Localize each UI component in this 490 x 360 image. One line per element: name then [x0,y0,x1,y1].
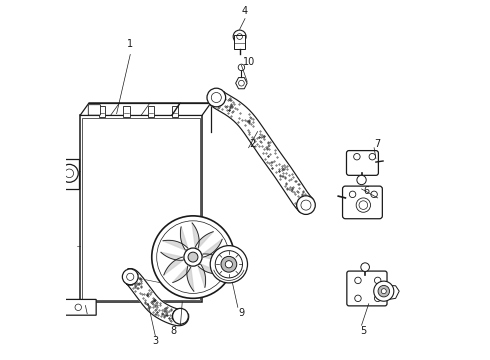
Polygon shape [172,266,194,291]
Circle shape [374,295,381,302]
Text: 2: 2 [249,139,255,149]
Text: 5: 5 [360,325,367,336]
Text: 3: 3 [152,336,158,346]
Bar [80,116,202,302]
Circle shape [172,309,188,324]
Text: 7: 7 [374,139,381,149]
Polygon shape [385,285,399,300]
Polygon shape [209,92,313,212]
Polygon shape [163,227,188,250]
FancyBboxPatch shape [343,186,382,219]
Text: 4: 4 [242,6,248,17]
FancyBboxPatch shape [347,271,387,306]
Bar [147,106,154,117]
Polygon shape [198,264,223,287]
Text: 10: 10 [243,57,255,67]
Circle shape [207,88,225,107]
Circle shape [215,251,243,278]
Circle shape [233,30,246,43]
Circle shape [152,216,234,298]
Circle shape [374,277,381,284]
FancyBboxPatch shape [346,150,378,175]
Circle shape [355,295,361,302]
Polygon shape [53,300,96,315]
Bar [82,118,200,300]
Text: 9: 9 [238,308,245,318]
Circle shape [361,263,369,271]
Circle shape [296,196,315,215]
Circle shape [381,289,386,294]
Polygon shape [192,223,213,248]
Polygon shape [236,78,247,89]
Circle shape [221,256,237,272]
Circle shape [374,281,394,301]
Circle shape [60,165,78,182]
Circle shape [184,248,202,266]
Polygon shape [203,239,225,262]
Bar [99,106,105,117]
Circle shape [122,269,138,285]
Bar [123,106,129,117]
Bar [63,159,79,189]
Circle shape [378,285,390,297]
Text: 8: 8 [170,325,176,336]
Circle shape [188,252,198,262]
Circle shape [210,246,247,283]
Bar [234,36,245,49]
Polygon shape [161,252,183,275]
Circle shape [357,175,366,185]
Polygon shape [80,103,211,116]
Circle shape [225,261,232,268]
Text: 6: 6 [364,186,370,196]
Bar [172,106,178,117]
Polygon shape [126,269,189,326]
Circle shape [355,277,361,284]
Text: 1: 1 [127,39,133,49]
FancyBboxPatch shape [88,105,100,115]
Circle shape [238,64,245,71]
